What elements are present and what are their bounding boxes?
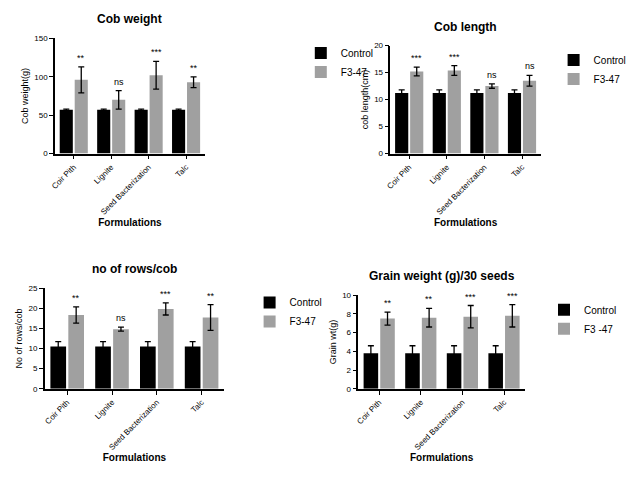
svg-text:10: 10: [29, 344, 38, 353]
svg-text:Formulations: Formulations: [98, 217, 162, 228]
svg-text:Coir Pith: Coir Pith: [50, 163, 78, 191]
svg-text:Talc: Talc: [510, 163, 526, 179]
svg-text:Seed Bacterization: Seed Bacterization: [413, 398, 467, 452]
svg-text:ns: ns: [487, 70, 497, 80]
svg-text:Formulations: Formulations: [410, 452, 474, 463]
svg-text:Talc: Talc: [174, 163, 190, 179]
svg-text:Coir Pith: Coir Pith: [385, 163, 413, 191]
svg-text:Seed Bacterization: Seed Bacterization: [99, 163, 153, 217]
svg-text:2: 2: [347, 366, 352, 375]
svg-text:Control: Control: [341, 48, 373, 59]
svg-text:**: **: [425, 294, 433, 304]
svg-text:***: ***: [411, 53, 422, 63]
svg-text:20: 20: [374, 41, 383, 50]
svg-text:Control: Control: [584, 305, 616, 316]
svg-text:15: 15: [29, 324, 38, 333]
svg-text:5: 5: [379, 122, 384, 131]
svg-text:0: 0: [33, 385, 38, 394]
svg-text:***: ***: [151, 47, 162, 57]
svg-text:***: ***: [449, 52, 460, 62]
svg-text:Lignite: Lignite: [428, 162, 451, 185]
svg-text:100: 100: [34, 73, 48, 82]
svg-text:Cob weight: Cob weight: [97, 12, 162, 26]
svg-text:Coir Pith: Coir Pith: [43, 398, 71, 426]
svg-text:10: 10: [342, 291, 351, 300]
svg-text:Control: Control: [594, 55, 626, 66]
svg-text:4: 4: [347, 347, 352, 356]
svg-text:F3-47: F3-47: [594, 74, 621, 85]
svg-text:ns: ns: [116, 313, 126, 323]
svg-text:F3 -47: F3 -47: [584, 324, 613, 335]
svg-text:Lignite: Lignite: [93, 398, 116, 421]
svg-text:Talc: Talc: [189, 398, 205, 414]
svg-text:**: **: [207, 291, 215, 301]
svg-text:15: 15: [374, 68, 383, 77]
svg-text:50: 50: [39, 111, 48, 120]
svg-text:Formulations: Formulations: [434, 217, 498, 228]
svg-text:ns: ns: [114, 77, 124, 87]
svg-text:Talc: Talc: [492, 398, 508, 414]
svg-text:Cob length: Cob length: [434, 20, 497, 34]
svg-text:F3-47: F3-47: [341, 67, 368, 78]
svg-text:**: **: [77, 53, 85, 63]
svg-text:Grain weight (g)/30 seeds: Grain weight (g)/30 seeds: [369, 269, 515, 283]
svg-text:0: 0: [43, 149, 48, 158]
svg-text:0: 0: [347, 385, 352, 394]
svg-text:***: ***: [507, 291, 518, 301]
svg-text:no of rows/cob: no of rows/cob: [92, 262, 177, 276]
svg-text:***: ***: [160, 289, 171, 299]
svg-text:Coir Pith: Coir Pith: [355, 398, 383, 426]
svg-text:cob length(cm): cob length(cm): [360, 70, 370, 130]
svg-text:5: 5: [33, 364, 38, 373]
svg-text:Lignite: Lignite: [92, 162, 115, 185]
svg-text:0: 0: [379, 149, 384, 158]
svg-text:**: **: [72, 293, 80, 303]
svg-text:Seed Bacterization: Seed Bacterization: [435, 163, 489, 217]
svg-text:Lignite: Lignite: [402, 398, 425, 421]
svg-text:Cob weight(g): Cob weight(g): [20, 68, 30, 124]
svg-text:20: 20: [29, 304, 38, 313]
svg-text:F3-47: F3-47: [290, 316, 317, 327]
svg-text:10: 10: [374, 95, 383, 104]
svg-text:Formulations: Formulations: [103, 452, 167, 463]
svg-text:Grain wt(g): Grain wt(g): [328, 320, 338, 365]
svg-text:Seed Bacterization: Seed Bacterization: [107, 398, 161, 452]
svg-text:**: **: [190, 63, 198, 73]
svg-text:8: 8: [347, 310, 352, 319]
svg-text:***: ***: [465, 292, 476, 302]
svg-text:No of rows/cob: No of rows/cob: [14, 308, 24, 368]
svg-text:6: 6: [347, 328, 352, 337]
svg-text:Control: Control: [290, 297, 322, 308]
svg-text:150: 150: [34, 34, 48, 43]
svg-text:**: **: [384, 298, 392, 308]
svg-text:ns: ns: [525, 61, 535, 71]
svg-text:25: 25: [29, 284, 38, 293]
